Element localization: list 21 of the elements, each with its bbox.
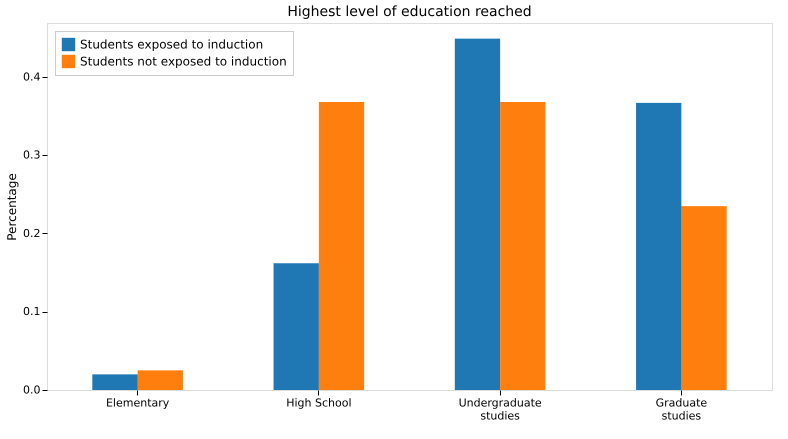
y-tick-label: 0.0 <box>23 384 40 396</box>
bar <box>681 206 727 390</box>
legend-label: Students not exposed to induction <box>80 54 287 68</box>
bar <box>318 102 364 390</box>
bar <box>92 374 138 390</box>
chart-title: Highest level of education reached <box>287 4 532 20</box>
bar <box>636 102 682 390</box>
x-tick-label: Elementary <box>106 396 170 410</box>
x-tick-label: High School <box>286 396 352 410</box>
bar <box>274 263 319 390</box>
y-tick-label: 0.1 <box>23 305 40 318</box>
y-axis-title: Percentage <box>5 173 20 241</box>
y-tick-label: 0.2 <box>23 226 40 240</box>
y-tick-label: 0.3 <box>23 148 40 162</box>
bar <box>454 38 500 390</box>
y-tick-label: 0.4 <box>23 70 40 84</box>
x-tick-label: Graduate studies <box>656 396 708 422</box>
bar <box>500 102 546 390</box>
legend-label: Students exposed to induction <box>80 38 264 52</box>
x-tick-label: Undergraduate studies <box>458 396 542 422</box>
bar <box>138 370 183 390</box>
